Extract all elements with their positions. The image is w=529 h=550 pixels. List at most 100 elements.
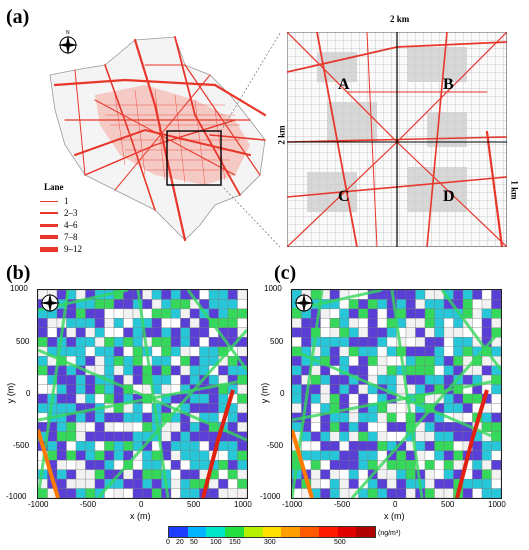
heat-cell [396,469,407,480]
heat-cell [104,431,115,442]
heat-cell [367,422,378,432]
heat-cell [75,308,86,319]
heat-cell [85,412,96,423]
heat-cell [291,393,302,404]
heat-cell [56,374,67,385]
heatmap-b-canvas [36,288,249,499]
heat-cell [481,469,492,480]
heat-cell [237,422,248,432]
panel-c-label: (c) [274,262,297,284]
heat-cell [481,318,492,328]
heat-cell [329,431,340,442]
heat-cell [104,318,115,328]
heat-cell [161,374,172,385]
colorbar [168,526,376,538]
heat-cell [472,460,483,470]
heat-cell [405,488,416,499]
colorbar-segment [281,527,301,537]
heat-cell [358,469,369,480]
heat-cell [491,384,502,395]
heat-cell [320,393,331,404]
heat-cell [434,422,445,432]
heat-cell [208,488,219,499]
heat-cell [56,393,67,404]
road-plume [186,289,249,371]
heat-cell [481,488,492,499]
heat-cell [113,337,124,347]
heat-cell [472,393,483,404]
heat-cell [132,327,143,338]
heat-cell [424,289,435,300]
heat-cell [37,365,48,376]
heat-cell [161,308,172,319]
heat-cell [320,460,331,470]
heat-cell [56,365,67,376]
heat-cell [396,403,407,414]
road-network-map: N [49,30,280,248]
y-tick-c-2: 0 [280,389,285,398]
heat-cell [180,374,191,385]
heat-cell [113,356,124,366]
heat-cell [142,488,153,499]
heat-cell [481,365,492,376]
heat-cell [424,308,435,319]
heat-cell [415,318,426,328]
heat-cell [443,478,454,489]
x-tick-b-0: -1000 [28,500,49,509]
heat-cell [75,469,86,480]
heat-cell [199,441,210,451]
heat-cell [66,478,77,489]
y-tick-c-4: -1000 [260,492,281,501]
heat-cell [75,327,86,338]
heat-cell [358,412,369,423]
heat-cell [113,488,124,499]
heat-cell [462,337,473,347]
heat-cell [85,488,96,499]
heat-cell [227,488,238,499]
heat-cell [123,488,134,499]
heat-cell [358,337,369,347]
heat-cell [218,469,229,480]
heat-cell [367,327,378,338]
colorbar-segment [243,527,263,537]
heat-cell [123,478,134,489]
heat-cell [472,308,483,319]
heat-cell [396,412,407,423]
heat-cell [85,393,96,404]
heat-cell [453,289,464,300]
heat-cell [94,308,105,319]
heat-cell [462,488,473,499]
heat-cell [75,431,86,442]
heat-cell [142,478,153,489]
heat-cell [94,422,105,432]
heat-cell [443,460,454,470]
heat-cell [180,337,191,347]
colorbar-segment [300,527,319,537]
heat-cell [396,299,407,310]
heat-cell [151,478,162,489]
heat-cell [491,488,502,499]
heat-cell [94,356,105,366]
heat-cell [386,337,397,347]
heat-cell [424,431,435,442]
road-plume [291,378,502,422]
heat-cell [75,441,86,451]
heat-cell [358,460,369,470]
y-tick-b-1: 500 [16,337,30,346]
heat-cell [358,441,369,451]
heat-cell [170,488,181,499]
heat-cell [161,356,172,366]
heat-cell [443,488,454,499]
right-scale-label: 1 km [509,180,520,200]
y-tick-b-2: 0 [26,389,31,398]
heat-cell [424,365,435,376]
heat-cell [151,365,162,376]
heat-cell [66,318,77,328]
heat-cell [237,403,248,414]
heat-cell [329,469,340,480]
heat-cell [443,422,454,432]
heat-cell [491,422,502,432]
heat-cell [85,337,96,347]
heat-cell [237,450,248,461]
heat-cell [161,384,172,395]
